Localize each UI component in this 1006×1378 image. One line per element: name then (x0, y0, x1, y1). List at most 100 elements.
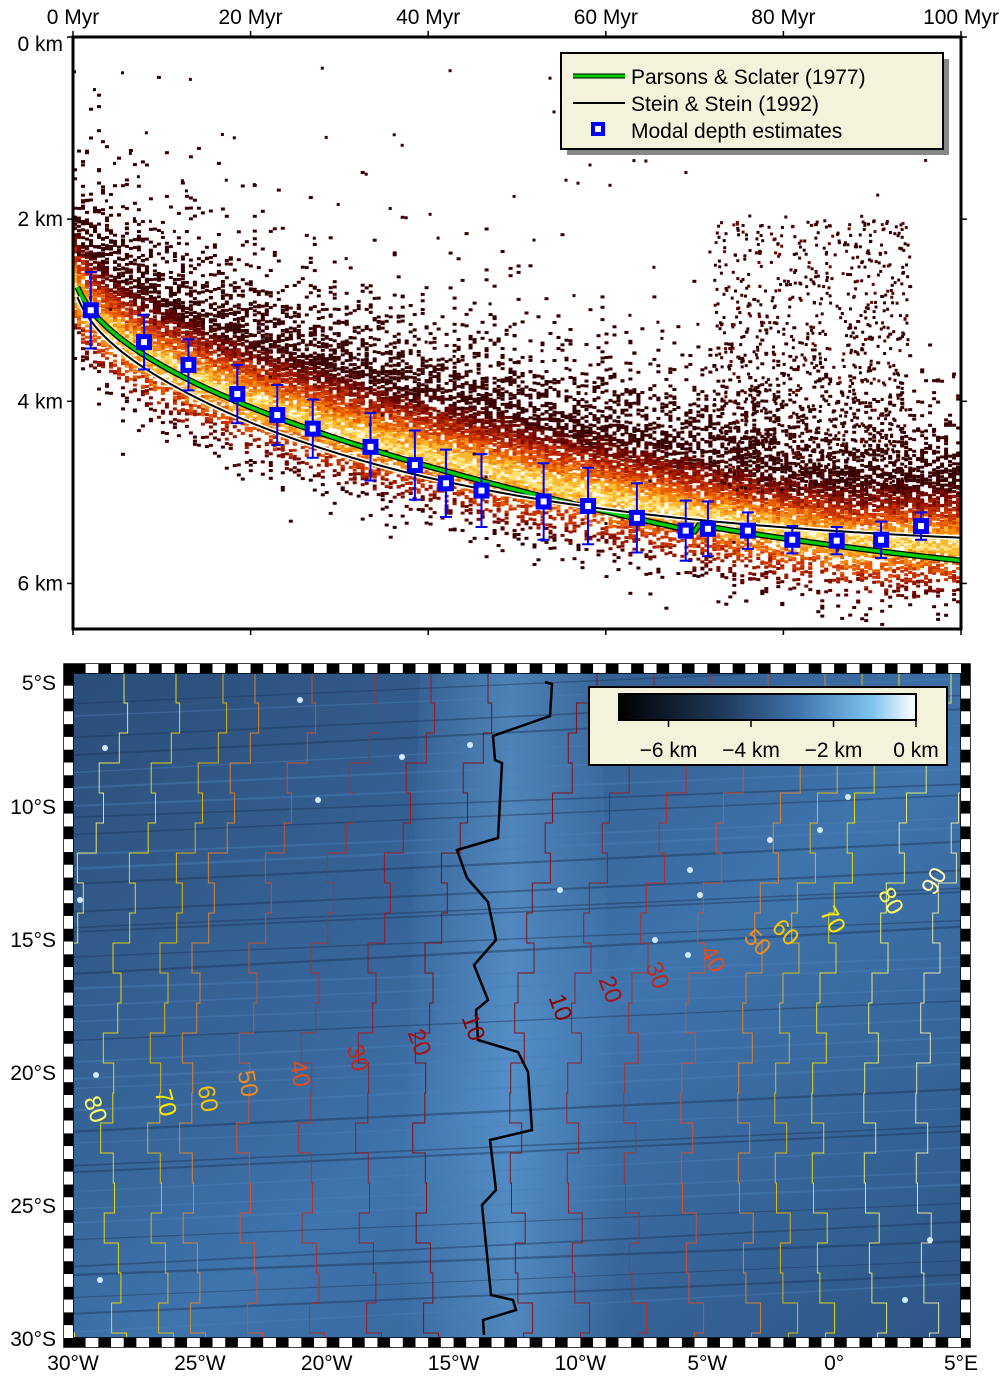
density-cell (324, 336, 329, 340)
density-cell (288, 357, 293, 361)
density-cell (264, 372, 269, 376)
density-cell (85, 357, 89, 361)
density-cell (212, 327, 217, 331)
density-cell (196, 257, 201, 261)
density-cell (228, 447, 233, 450)
density-cell (77, 232, 81, 236)
density-cell (196, 324, 201, 328)
density-cell (164, 313, 169, 317)
density-cell (260, 346, 265, 349)
density-cell (316, 453, 321, 457)
density-cell (268, 368, 273, 372)
density-cell (101, 252, 105, 256)
density-cell (204, 364, 209, 368)
density-cell (140, 326, 145, 330)
density-cell (252, 412, 257, 415)
density-cell (97, 93, 101, 97)
density-cell (288, 330, 293, 334)
density-cell (208, 377, 213, 381)
density-cell (272, 317, 277, 321)
density-cell (276, 394, 281, 398)
density-cell (348, 492, 353, 496)
density-cell (204, 343, 209, 346)
density-cell (328, 326, 333, 330)
density-cell (236, 328, 241, 332)
density-cell (344, 305, 349, 309)
density-cell (336, 332, 341, 335)
density-cell (140, 329, 145, 333)
density-cell (312, 243, 317, 246)
density-cell (344, 359, 349, 363)
density-cell (124, 270, 129, 274)
density-cell (256, 319, 261, 323)
density-cell (124, 350, 129, 354)
density-cell (236, 317, 241, 321)
density-cell (332, 292, 337, 296)
density-cell (128, 320, 133, 324)
density-cell (308, 340, 313, 344)
density-cell (336, 416, 341, 420)
density-cell (304, 387, 309, 391)
density-cell (156, 309, 161, 312)
density-cell (196, 412, 201, 416)
density-cell (156, 307, 161, 311)
density-cell (296, 312, 301, 316)
density-cell (156, 242, 161, 246)
density-cell (348, 311, 353, 315)
density-cell (132, 298, 137, 302)
density-cell (113, 306, 117, 310)
density-cell (152, 306, 157, 310)
density-cell (176, 396, 181, 399)
density-cell (196, 263, 201, 267)
density-cell (328, 398, 333, 402)
density-cell (73, 235, 77, 238)
density-cell (164, 241, 169, 245)
density-cell (340, 365, 345, 369)
density-cell (132, 296, 137, 300)
density-cell (296, 315, 301, 318)
density-cell (276, 359, 281, 363)
density-cell (105, 277, 109, 281)
density-cell (113, 243, 117, 247)
density-cell (144, 270, 149, 274)
density-cell (208, 342, 213, 346)
density-cell (93, 290, 97, 294)
density-cell (117, 313, 121, 317)
density-cell (180, 419, 185, 423)
density-cell (89, 239, 93, 243)
density-cell (320, 345, 325, 349)
density-cell (316, 345, 321, 349)
density-cell (180, 282, 185, 286)
density-cell (168, 339, 173, 342)
density-cell (308, 478, 313, 482)
density-cell (216, 382, 221, 386)
density-cell (77, 206, 81, 210)
density-cell (240, 477, 245, 481)
density-cell (244, 451, 249, 454)
density-cell (344, 370, 349, 374)
density-cell (216, 353, 221, 357)
density-cell (284, 343, 289, 347)
density-cell (176, 317, 181, 321)
density-cell (113, 184, 117, 188)
density-cell (152, 329, 157, 333)
density-cell (252, 252, 257, 256)
density-cell (292, 431, 297, 435)
density-cell (308, 331, 313, 335)
density-cell (232, 281, 237, 285)
density-cell (340, 343, 345, 347)
density-cell (280, 346, 285, 350)
density-cell (324, 379, 329, 383)
density-cell (332, 445, 337, 449)
density-cell (180, 392, 185, 396)
density-cell (73, 250, 77, 254)
density-cell (344, 421, 349, 425)
density-cell (304, 462, 309, 466)
density-cell (93, 283, 97, 286)
density-cell (109, 308, 112, 311)
density-cell (172, 392, 177, 395)
density-cell (172, 300, 177, 304)
density-cell (184, 385, 189, 389)
density-cell (292, 362, 297, 366)
density-cell (121, 274, 125, 278)
